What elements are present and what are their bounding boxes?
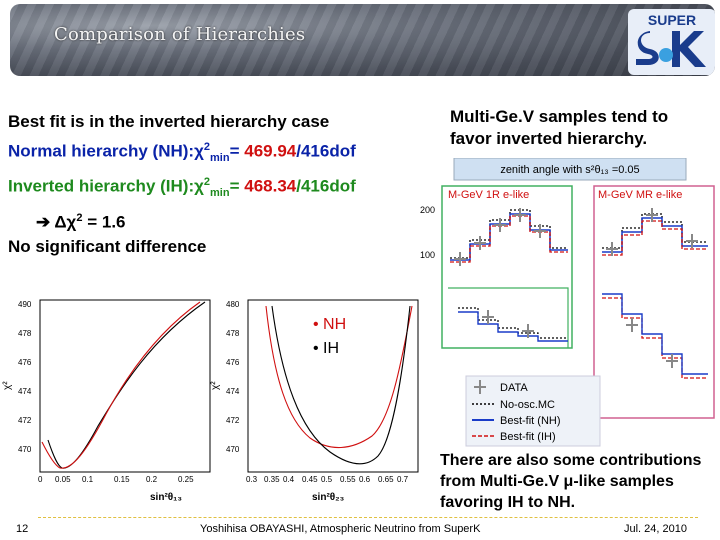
footer-divider xyxy=(38,517,698,518)
mc-comparison-panel: zenith angle with s²θ₁₃ =0.05 M-GeV 1R e… xyxy=(418,157,718,450)
plot1-ytick-1: 478 xyxy=(18,329,32,338)
mc-left-data xyxy=(454,208,546,266)
plot2-xtick-6: 0.6 xyxy=(359,475,371,484)
plot1-xlabel: sin²θ₁₃ xyxy=(150,492,182,503)
plot2-nh-curve xyxy=(265,305,413,449)
plot2-ytick-5: 470 xyxy=(226,445,240,454)
plot1-ytick-4: 472 xyxy=(18,416,32,425)
mc-y200: 200 xyxy=(420,205,435,215)
ih-chi-sub: min xyxy=(210,187,230,200)
mc-header-bar xyxy=(453,157,687,181)
plot1-ih-curve xyxy=(47,301,206,469)
delta-value: = 1.6 xyxy=(82,212,126,232)
summary-text: Best fit is in the inverted hierarchy ca… xyxy=(8,110,356,259)
mc-y100: 100 xyxy=(420,250,435,260)
nh-chi-value: 469.94 xyxy=(244,141,297,161)
ih-chi: χ xyxy=(194,176,204,196)
mc-left-ih xyxy=(450,215,568,263)
ih-eq: = xyxy=(229,176,245,196)
footer-date: Jul. 24, 2010 xyxy=(624,523,687,535)
plot2-xlabel: sin²θ₂₃ xyxy=(312,492,345,503)
logo-text: SUPER xyxy=(648,12,696,28)
plot1-xtick-0: 0 xyxy=(38,475,43,484)
super-k-logo-icon: SUPER xyxy=(628,9,715,75)
plot2-frame xyxy=(247,299,419,473)
plot2-xtick-2: 0.4 xyxy=(283,475,295,484)
plot1-ytick-5: 470 xyxy=(18,445,32,454)
delta-sup: 2 xyxy=(76,211,83,224)
delta-chi: Δχ xyxy=(50,212,77,232)
legend-nh: • NH xyxy=(313,316,347,333)
title-banner: Comparison of Hierarchies SUPER xyxy=(10,4,715,76)
ih-label: Inverted hierarchy (IH): xyxy=(8,176,195,196)
nh-chi: χ xyxy=(194,141,204,161)
plot2-xtick-7: 0.65 xyxy=(378,475,394,484)
plot1-ytick-2: 476 xyxy=(18,358,32,367)
best-fit-line: Best fit is in the inverted hierarchy ca… xyxy=(8,112,330,131)
mc-legend-ih: Best-fit (IH) xyxy=(500,431,556,443)
plot2-xtick-8: 0.7 xyxy=(397,475,409,484)
plot2-ytick-0: 480 xyxy=(226,300,240,309)
plot2-xtick-0: 0.3 xyxy=(246,475,258,484)
legend-ih: • IH xyxy=(313,340,340,357)
plot2-xtick-1: 0.35 xyxy=(264,475,280,484)
mc-legend-data: DATA xyxy=(500,382,528,394)
nh-label: Normal hierarchy (NH): xyxy=(8,141,195,161)
mc-legend-box xyxy=(465,375,601,447)
plot2-ytick-1: 478 xyxy=(226,329,240,338)
plot1-ylabel: χ² xyxy=(2,381,13,390)
plot2-ylabel: χ² xyxy=(210,381,221,390)
plot1-ytick-0: 490 xyxy=(18,300,32,309)
plot1-xtick-5: 0.25 xyxy=(178,475,194,484)
plot2-xtick-3: 0.45 xyxy=(302,475,318,484)
ih-chi-sup: 2 xyxy=(203,176,211,189)
nh-chi-sup: 2 xyxy=(203,140,211,153)
mc-right-box xyxy=(593,185,715,419)
mc-right-title: M-GeV MR e-like xyxy=(598,189,682,201)
mu-like-note: There are also some contributions from M… xyxy=(440,452,702,511)
nh-eq: = xyxy=(229,141,245,161)
arrow-icon: ➔ xyxy=(36,212,51,232)
mc-histograms: zenith angle with s²θ₁₃ =0.05 M-GeV 1R e… xyxy=(420,157,715,447)
plot2-xtick-5: 0.55 xyxy=(340,475,356,484)
plot1-xtick-1: 0.05 xyxy=(55,475,71,484)
nh-line: Normal hierarchy (NH):χ2min= 469.94/416d… xyxy=(8,135,356,171)
conclusion-line: No significant difference xyxy=(8,236,207,256)
plot2-xtick-4: 0.5 xyxy=(321,475,333,484)
mc-legend-noosc: No-osc.MC xyxy=(500,399,555,411)
nh-dof: /416dof xyxy=(296,141,356,161)
ih-line: Inverted hierarchy (IH):χ2min= 468.34/41… xyxy=(8,170,356,206)
ih-chi-value: 468.34 xyxy=(244,176,297,196)
mc-left-box xyxy=(441,185,573,349)
mc-legend-nh: Best-fit (NH) xyxy=(500,415,561,427)
plot1-xtick-3: 0.15 xyxy=(114,475,130,484)
footer-author: Yoshihisa OBAYASHI, Atmospheric Neutrino… xyxy=(200,523,481,535)
plot1-xtick-2: 0.1 xyxy=(82,475,94,484)
plot1-frame xyxy=(39,299,211,473)
multi-gev-note: Multi-Ge.V samples tend to favor inverte… xyxy=(450,107,669,148)
plot2-ytick-2: 476 xyxy=(226,358,240,367)
page-number: 12 xyxy=(16,523,29,535)
plot1-xtick-4: 0.2 xyxy=(146,475,158,484)
ih-dof: /416dof xyxy=(296,176,356,196)
plot2-ih-curve xyxy=(271,305,411,465)
mc-header-text: zenith angle with s²θ₁₃ =0.05 xyxy=(500,164,639,176)
plot1-nh-curve xyxy=(41,301,201,469)
plot2-ytick-4: 472 xyxy=(226,416,240,425)
delta-line: ➔ Δχ2 = 1.6 xyxy=(8,206,356,235)
mc-left-title: M-GeV 1R e-like xyxy=(448,189,529,201)
slide-title: Comparison of Hierarchies xyxy=(54,24,306,45)
nh-chi-sub: min xyxy=(210,151,230,164)
plot1-ytick-3: 474 xyxy=(18,387,32,396)
plot2-ytick-3: 474 xyxy=(226,387,240,396)
